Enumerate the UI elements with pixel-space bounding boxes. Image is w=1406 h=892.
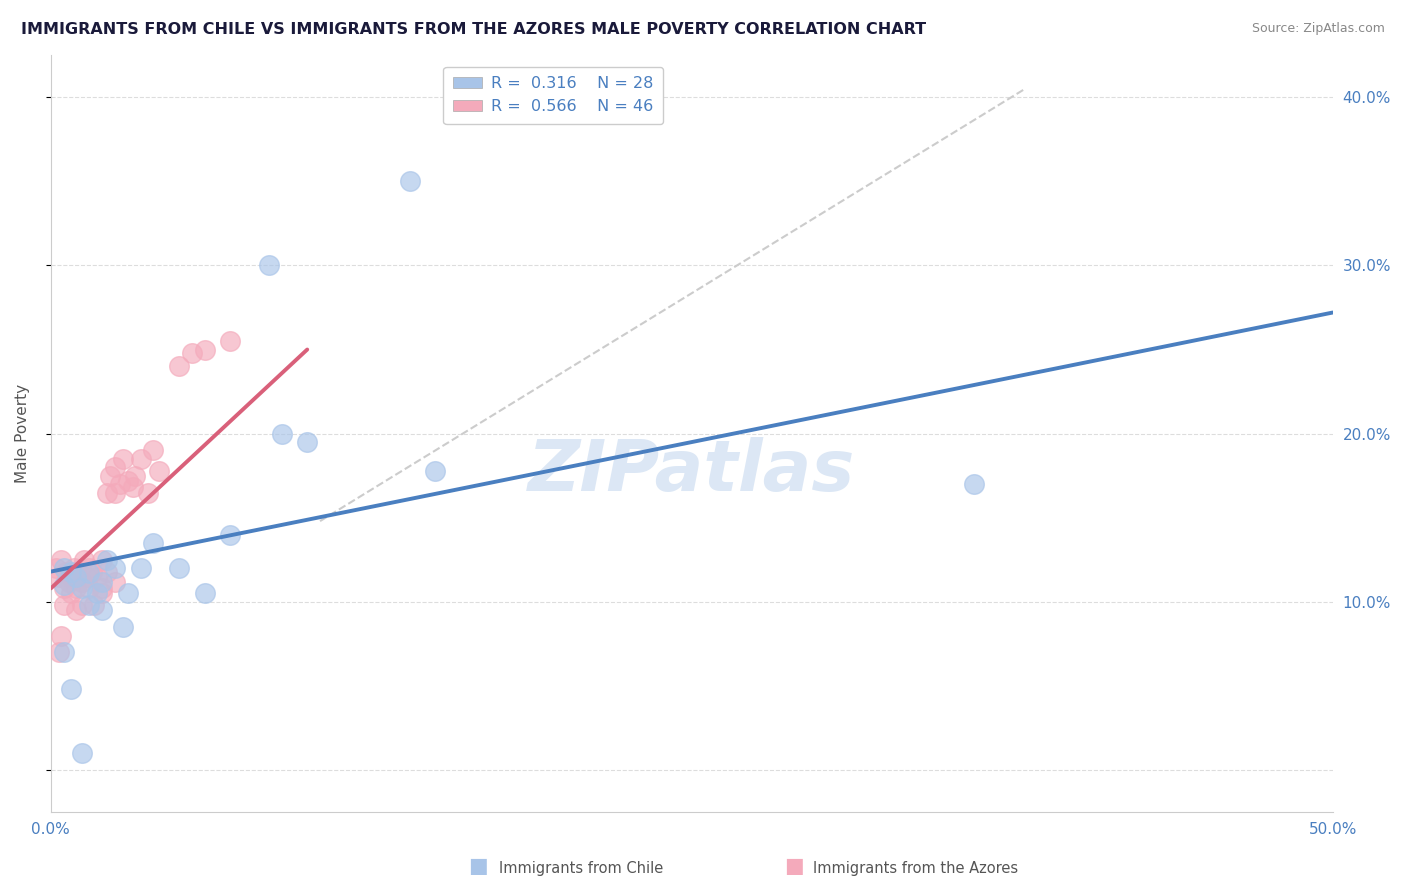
Point [48,645,70,659]
Point [398,174,420,188]
Legend: R =  0.316    N = 28, R =  0.566    N = 46: R = 0.316 N = 28, R = 0.566 N = 46 [443,67,664,124]
Text: ■: ■ [468,856,488,876]
Point [48,569,70,583]
Point [49,628,72,642]
Point [148,464,170,478]
Text: Immigrants from the Azores: Immigrants from the Azores [813,861,1018,876]
Point [104,561,127,575]
Point [58,574,80,589]
Point [52,599,75,613]
Point [117,586,139,600]
Point [91,553,114,567]
Point [122,480,145,494]
Point [60,569,83,583]
Point [142,443,165,458]
Point [65,582,87,596]
Point [45,561,67,575]
Y-axis label: Male Poverty: Male Poverty [15,384,30,483]
Point [55,565,77,579]
Point [83,599,105,613]
Point [96,565,118,579]
Point [52,578,75,592]
Point [129,451,152,466]
Point [63,561,86,575]
Text: Source: ZipAtlas.com: Source: ZipAtlas.com [1251,22,1385,36]
Point [180,346,202,360]
Point [111,451,134,466]
Point [108,477,131,491]
Point [65,565,87,579]
Point [425,464,447,478]
Point [257,259,280,273]
Point [60,586,83,600]
Point [963,477,986,491]
Point [86,586,108,600]
Point [104,460,127,475]
Text: Immigrants from Chile: Immigrants from Chile [499,861,664,876]
Point [70,599,93,613]
Point [142,536,165,550]
Point [73,553,96,567]
Point [70,746,93,760]
Point [65,569,87,583]
Point [194,343,217,357]
Point [98,468,121,483]
Point [65,603,87,617]
Point [86,569,108,583]
Point [96,553,118,567]
Point [136,485,159,500]
Point [219,527,242,541]
Text: ■: ■ [785,856,804,876]
Point [79,599,101,613]
Point [52,582,75,596]
Point [104,574,127,589]
Point [79,582,101,596]
Point [91,582,114,596]
Point [167,359,190,374]
Point [96,485,118,500]
Point [70,574,93,589]
Point [52,645,75,659]
Point [60,565,83,579]
Point [79,566,101,581]
Point [80,565,103,579]
Point [297,435,319,450]
Point [270,426,292,441]
Point [124,468,146,483]
Point [104,485,127,500]
Point [52,561,75,575]
Text: ZIPatlas: ZIPatlas [529,437,855,506]
Point [91,603,114,617]
Point [117,474,139,488]
Point [79,561,101,575]
Point [91,586,114,600]
Point [76,569,98,583]
Point [60,682,83,697]
Point [167,561,190,575]
Point [111,620,134,634]
Text: IMMIGRANTS FROM CHILE VS IMMIGRANTS FROM THE AZORES MALE POVERTY CORRELATION CHA: IMMIGRANTS FROM CHILE VS IMMIGRANTS FROM… [21,22,927,37]
Point [129,561,152,575]
Point [194,586,217,600]
Point [70,582,93,596]
Point [49,553,72,567]
Point [91,574,114,589]
Point [219,334,242,348]
